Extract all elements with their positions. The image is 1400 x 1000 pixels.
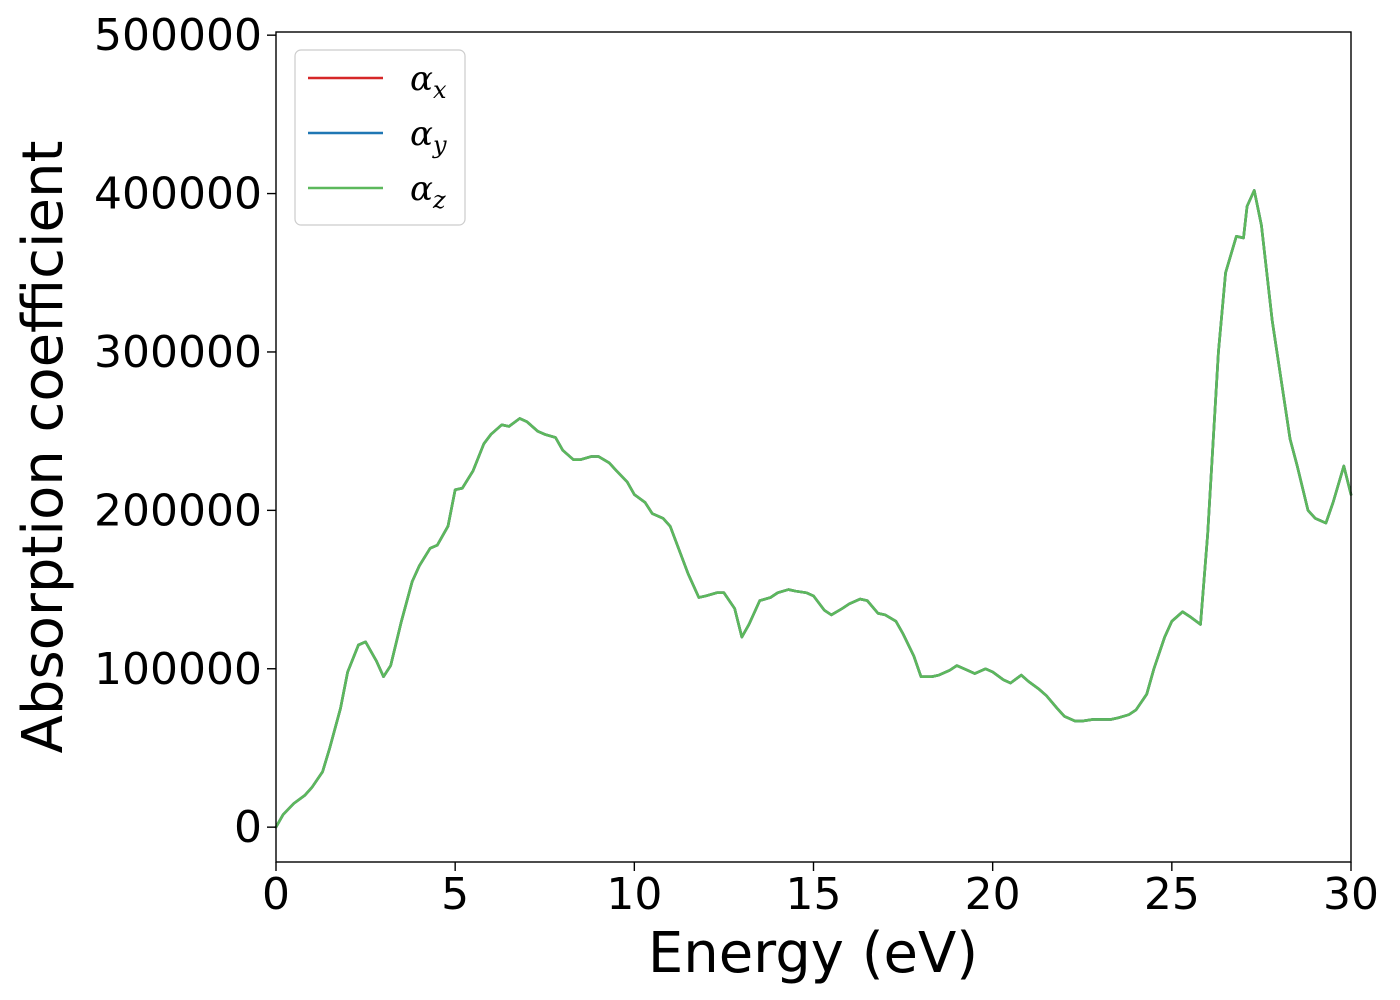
y-tick-label: 400000 bbox=[94, 169, 262, 220]
legend: αx αy αz bbox=[294, 49, 466, 226]
y-axis: 0 100000 200000 300000 400000 500000 bbox=[94, 10, 276, 853]
series-layer bbox=[274, 189, 1353, 829]
x-axis: 0 5 10 15 20 25 30 bbox=[262, 862, 1379, 920]
x-tick-label: 25 bbox=[1144, 869, 1200, 920]
legend-label: αy bbox=[410, 114, 447, 159]
x-tick-label: 30 bbox=[1323, 869, 1379, 920]
y-axis-title: Absorption coefficient bbox=[11, 141, 76, 754]
x-tick-label: 5 bbox=[441, 869, 469, 920]
x-tick-label: 15 bbox=[786, 869, 842, 920]
x-axis-title: Energy (eV) bbox=[648, 921, 978, 986]
y-tick-label: 200000 bbox=[94, 485, 262, 536]
x-tick-label: 20 bbox=[965, 869, 1021, 920]
legend-frame bbox=[294, 49, 466, 226]
legend-label: αz bbox=[410, 169, 446, 214]
series-line-2 bbox=[274, 189, 1353, 829]
legend-label: αx bbox=[410, 59, 447, 104]
y-tick-label: 500000 bbox=[94, 10, 262, 61]
x-tick-label: 10 bbox=[606, 869, 662, 920]
series-line-1 bbox=[274, 189, 1353, 829]
y-tick-label: 100000 bbox=[94, 644, 262, 695]
x-tick-label: 0 bbox=[262, 869, 290, 920]
series-line-3 bbox=[274, 189, 1353, 829]
y-tick-label: 0 bbox=[234, 802, 262, 853]
y-tick-label: 300000 bbox=[94, 327, 262, 378]
